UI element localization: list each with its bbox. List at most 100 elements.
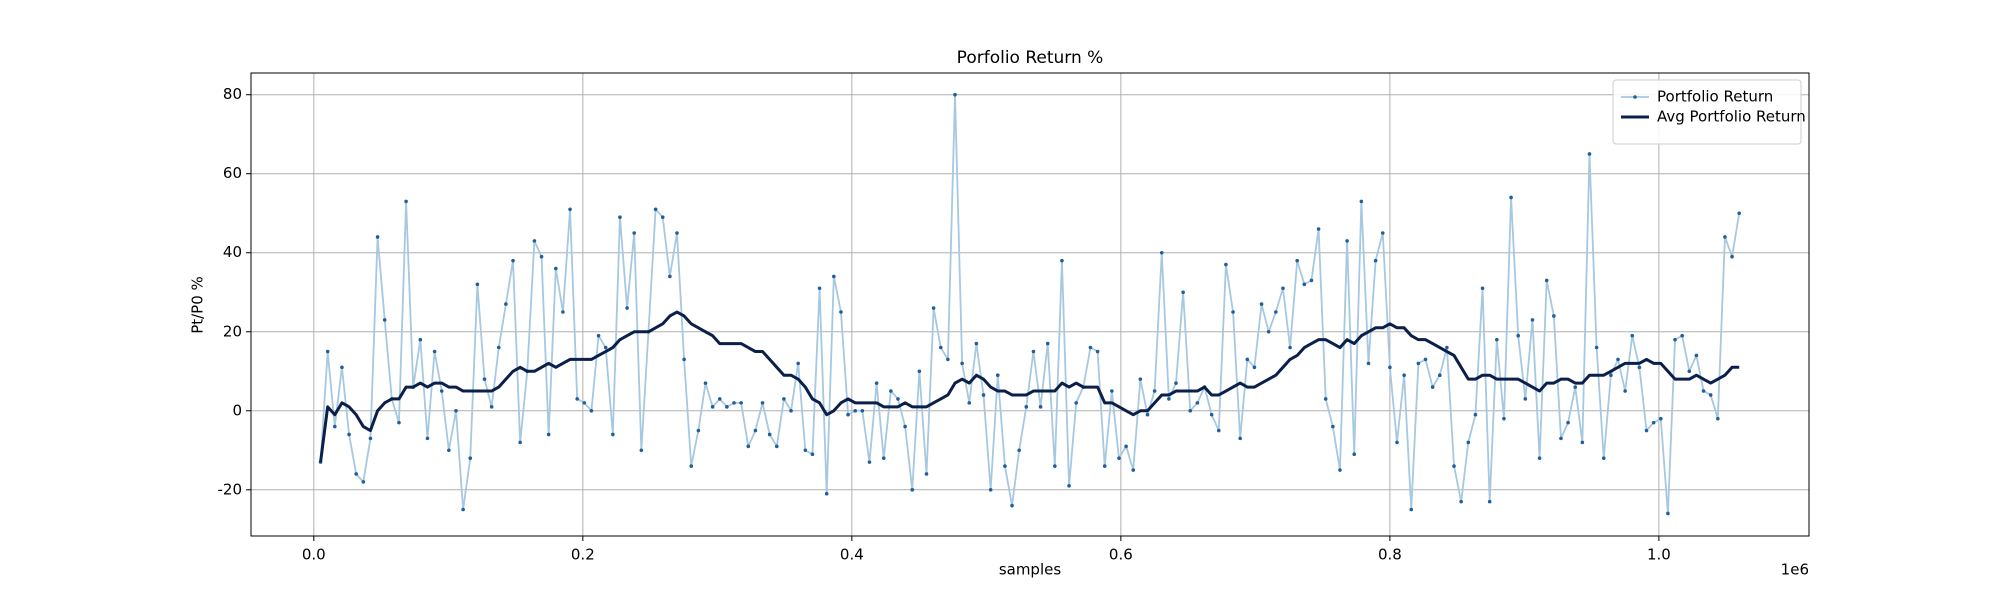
y-tick-label: 40 [223, 243, 242, 261]
point [1680, 333, 1684, 338]
point [1516, 333, 1520, 338]
point [1331, 424, 1335, 429]
point [1188, 408, 1193, 413]
x-axis-label: samples [999, 561, 1062, 579]
point [454, 408, 458, 413]
point [1487, 499, 1492, 504]
point [1559, 436, 1563, 441]
point [1687, 369, 1692, 374]
legend-label: Avg Portfolio Return [1657, 108, 1806, 126]
point [1673, 337, 1677, 342]
point [425, 436, 430, 441]
point [1430, 385, 1435, 389]
x-tick-label: 0.6 [1109, 546, 1133, 564]
point [447, 448, 451, 453]
point [1623, 389, 1627, 393]
y-axis-label: Pt/P0 % [189, 276, 207, 334]
point [1373, 258, 1378, 263]
point [439, 389, 444, 393]
point [1060, 258, 1064, 263]
point [1295, 258, 1299, 263]
point [1609, 373, 1613, 378]
point [1167, 397, 1171, 401]
point [1416, 361, 1421, 366]
point [1594, 345, 1599, 350]
point [1181, 290, 1185, 295]
point [1216, 428, 1221, 433]
point [1224, 262, 1228, 267]
point [746, 444, 751, 449]
point [696, 428, 701, 433]
point [539, 254, 544, 259]
point [689, 464, 694, 468]
point [1423, 357, 1428, 362]
point [1138, 377, 1143, 381]
point [561, 310, 565, 314]
point [682, 357, 686, 362]
point [1601, 456, 1606, 460]
point [839, 310, 843, 314]
point [832, 274, 836, 279]
point [988, 487, 993, 492]
point [1644, 428, 1649, 433]
point [967, 401, 972, 405]
point [332, 424, 337, 429]
x-tick-label: 0.0 [302, 546, 326, 564]
point [1437, 373, 1442, 378]
point [668, 274, 672, 279]
point [1587, 152, 1592, 156]
point [1409, 507, 1414, 512]
point [1302, 282, 1307, 287]
point [1045, 341, 1050, 346]
point [753, 428, 758, 433]
point [1145, 412, 1150, 417]
point [1637, 365, 1642, 370]
point [774, 444, 779, 449]
point [546, 432, 551, 437]
point [1651, 420, 1656, 425]
point [803, 448, 808, 453]
point [1074, 401, 1079, 405]
point [1473, 412, 1478, 417]
point [1523, 397, 1528, 401]
point [960, 361, 964, 366]
point [995, 373, 1000, 378]
point [946, 357, 950, 362]
point [767, 432, 772, 437]
y-tick-label: 0 [232, 401, 242, 419]
point [1024, 405, 1029, 409]
x-tick-label: 0.2 [571, 546, 595, 564]
point [703, 381, 708, 385]
point [796, 361, 800, 366]
y-tick-label: 20 [223, 322, 242, 340]
point [1573, 385, 1578, 389]
point [1174, 381, 1178, 385]
point [1003, 464, 1007, 468]
point [881, 456, 886, 460]
point [1730, 254, 1734, 259]
point [1480, 286, 1485, 291]
point [504, 302, 508, 306]
point [1088, 345, 1093, 350]
point [397, 420, 401, 425]
point [867, 460, 872, 464]
point [1095, 349, 1100, 354]
point [1359, 199, 1364, 204]
point [1366, 361, 1371, 366]
point [1616, 357, 1620, 362]
point [625, 306, 629, 310]
point [1288, 345, 1292, 350]
point [931, 306, 936, 310]
point [1053, 464, 1057, 468]
point [1552, 314, 1556, 318]
point [432, 349, 437, 354]
point [1281, 286, 1285, 291]
point [1110, 389, 1114, 393]
point [1580, 440, 1585, 445]
point [1459, 499, 1463, 504]
point [1658, 416, 1663, 421]
point [475, 282, 480, 287]
point [824, 491, 829, 496]
y-tick-label: 60 [223, 164, 242, 182]
